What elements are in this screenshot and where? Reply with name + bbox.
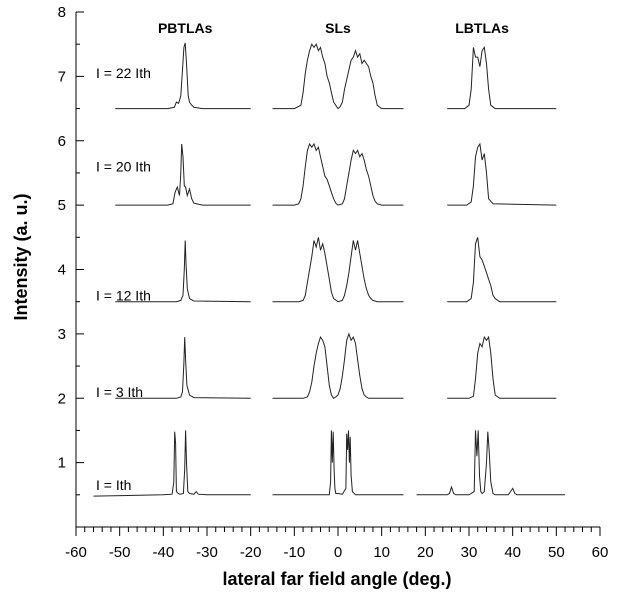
series-line (272, 43, 404, 110)
label-layer: PBTLAs SLs LBTLAs I = 22 Ith I = 20 Ith I = 1… (96, 20, 509, 493)
y-tick-label: 7 (58, 68, 66, 85)
series-layer (93, 42, 566, 497)
row-label: I = 12 Ith (96, 287, 151, 303)
x-tick-label: 10 (373, 544, 390, 561)
x-tick-label: -20 (240, 544, 262, 561)
column-header: PBTLAs (158, 20, 213, 36)
x-tick-label: 40 (504, 544, 521, 561)
x-tick-label: 0 (334, 544, 342, 561)
y-tick-label: 4 (58, 262, 66, 279)
series-line (115, 337, 251, 399)
series-line (447, 335, 557, 399)
series-line (115, 240, 251, 303)
x-tick-label: -30 (196, 544, 218, 561)
x-tick-label: 60 (592, 544, 609, 561)
y-tick-label: 5 (58, 197, 66, 214)
series-line (272, 332, 404, 399)
y-tick-label: 2 (58, 390, 66, 407)
y-tick-label: 8 (58, 4, 66, 21)
series-line (93, 430, 251, 497)
row-label: I = 20 Ith (96, 159, 151, 175)
x-tick-label: 50 (548, 544, 565, 561)
series-line (272, 430, 404, 496)
column-header: SLs (325, 20, 351, 36)
series-line (115, 143, 251, 206)
series-line (272, 237, 404, 303)
series-line (447, 142, 557, 206)
x-tick-label: -50 (109, 544, 131, 561)
series-line (115, 42, 251, 110)
series-line (447, 237, 557, 303)
x-tick-label: -60 (65, 544, 87, 561)
y-axis-title: Intensity (a. u.) (11, 193, 31, 320)
x-axis-title: lateral far field angle (deg.) (222, 569, 451, 589)
series-line (447, 46, 557, 110)
x-tick-label: -10 (283, 544, 305, 561)
y-tick-label: 1 (58, 455, 66, 472)
plot-area: -60 -50 -40 -30 -20 -10 0 10 20 30 40 50 60 1 2 3 4 5 6 7 8… (58, 4, 609, 561)
row-label: I = Ith (96, 477, 131, 493)
y-ticks: 1 2 3 4 5 6 7 8 (58, 4, 84, 496)
y-tick-label: 6 (58, 133, 66, 150)
row-label: I = 3 Ith (96, 384, 143, 400)
x-tick-label: 30 (461, 544, 478, 561)
x-tick-label: -40 (152, 544, 174, 561)
series-line (416, 430, 566, 496)
column-header: LBTLAs (455, 20, 509, 36)
y-tick-label: 3 (58, 326, 66, 343)
series-line (272, 142, 404, 206)
row-label: I = 22 Ith (96, 65, 151, 81)
x-tick-label: 20 (417, 544, 434, 561)
x-ticks: -60 -50 -40 -30 -20 -10 0 10 20 30 40 50 60 (65, 527, 608, 561)
